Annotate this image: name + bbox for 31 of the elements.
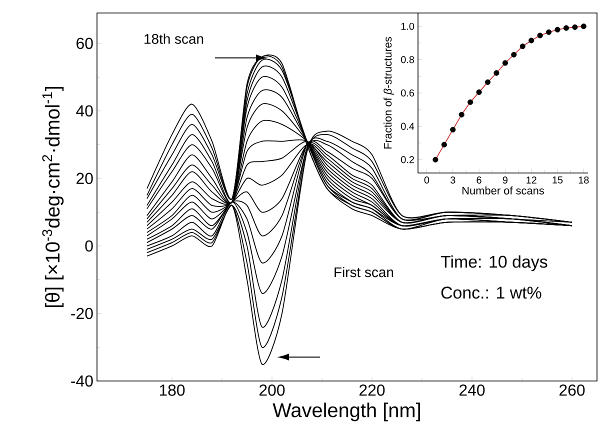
x-tick-label: 9 (502, 176, 508, 184)
y-tick-label: -20 (71, 308, 93, 320)
x-tick-label: 260 (560, 384, 585, 396)
y-tick-label: 0.8 (401, 56, 414, 64)
x-tick-label: 15 (552, 176, 563, 184)
annotation: Time: 10 days (440, 255, 548, 272)
x-tick-label: 220 (360, 384, 385, 396)
annotation: Conc.: 1 wt% (441, 286, 542, 299)
y-axis-title: [θ] [×10$^{-3}$deg·cm$^{2}$·dmol$^{-1}$] (42, 86, 64, 308)
x-tick-label: 18 (578, 176, 589, 184)
x-axis-title: Wavelength [nm] (272, 402, 420, 422)
x-tick-label: 180 (160, 384, 185, 396)
y-tick-label: 40 (76, 105, 93, 117)
y-tick-label: 0.4 (401, 122, 414, 130)
x-axis-title: Number of scans (462, 186, 544, 194)
x-tick-label: 6 (476, 176, 482, 184)
x-tick-label: 0 (424, 176, 430, 184)
x-tick-label: 12 (526, 176, 536, 184)
y-tick-label: 20 (76, 172, 93, 184)
y-tick-label: 0.2 (401, 156, 414, 164)
annotation: First scan (334, 266, 394, 278)
x-tick-label: 200 (260, 384, 285, 396)
y-axis-title: Fraction of β-structures (384, 36, 394, 149)
y-tick-label: 60 (76, 38, 93, 50)
y-tick-label: 0.6 (401, 89, 414, 97)
x-tick-label: 3 (450, 176, 456, 184)
y-tick-label: 1.0 (401, 22, 414, 30)
x-tick-label: 240 (460, 384, 485, 396)
annotation: 18th scan (144, 34, 204, 44)
y-tick-label: -40 (71, 375, 93, 387)
y-tick-label: 0 (85, 240, 93, 252)
